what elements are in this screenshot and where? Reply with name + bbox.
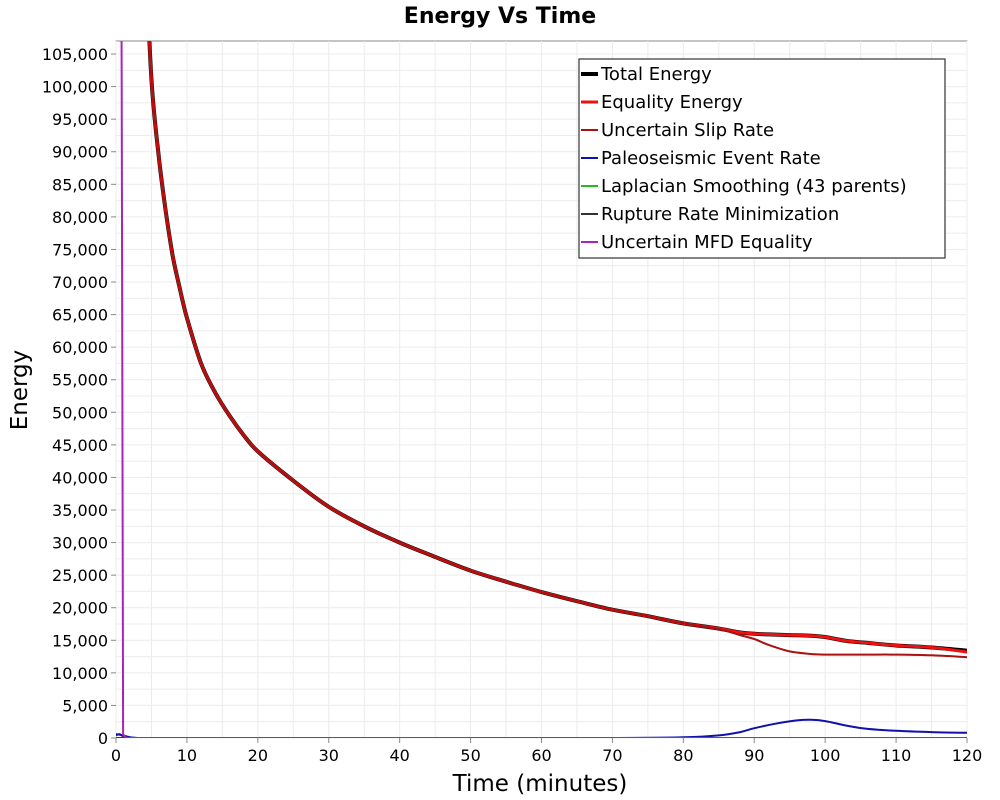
legend-label: Laplacian Smoothing (43 parents) (601, 176, 907, 197)
x-tick-label: 60 (531, 746, 551, 765)
chart-title: Energy Vs Time (404, 4, 596, 29)
legend-label: Total Energy (600, 64, 712, 85)
y-tick-label: 75,000 (52, 240, 108, 259)
x-tick-label: 120 (952, 746, 983, 765)
y-tick-label: 0 (98, 729, 108, 748)
y-tick-label: 45,000 (52, 436, 108, 455)
legend-item: Laplacian Smoothing (43 parents) (581, 176, 907, 197)
y-tick-label: 55,000 (52, 371, 108, 390)
legend-item: Paleoseismic Event Rate (581, 148, 821, 169)
legend-label: Rupture Rate Minimization (601, 204, 839, 225)
y-tick-label: 95,000 (52, 110, 108, 129)
y-tick-label: 25,000 (52, 566, 108, 585)
x-tick-label: 20 (248, 746, 268, 765)
legend-item: Rupture Rate Minimization (581, 204, 839, 225)
y-tick-label: 100,000 (42, 78, 108, 97)
series-line-paleoseismic-event-rate (116, 718, 967, 738)
x-tick-label: 90 (744, 746, 764, 765)
y-tick-label: 20,000 (52, 599, 108, 618)
legend-box (578, 58, 946, 259)
y-tick-label: 60,000 (52, 338, 108, 357)
legend-label: Paleoseismic Event Rate (601, 148, 821, 169)
y-tick-label: 50,000 (52, 403, 108, 422)
legend-label: Uncertain Slip Rate (601, 120, 774, 141)
y-tick-label: 5,000 (62, 696, 108, 715)
y-tick-label: 90,000 (52, 143, 108, 162)
legend-item: Total Energy (581, 64, 712, 85)
x-tick-label: 40 (389, 746, 409, 765)
series-line-uncertain-mfd-equality (120, 41, 967, 738)
x-tick-label: 10 (177, 746, 197, 765)
y-tick-label: 10,000 (52, 664, 108, 683)
x-axis-label: Time (minutes) (452, 771, 628, 797)
legend-item: Equality Energy (581, 92, 743, 113)
x-tick-label: 110 (881, 746, 912, 765)
legend: Total Energy Equality Energy Uncertain Sli… (578, 58, 946, 259)
series-layer (116, 41, 967, 738)
legend-item: Uncertain Slip Rate (581, 120, 774, 141)
legend-label: Equality Energy (601, 92, 743, 113)
y-axis-ticks: 0 5,000 10,000 15,000 20,000 25,000 30,000 35,0… (42, 45, 116, 748)
legend-item: Uncertain MFD Equality (581, 232, 813, 253)
y-tick-label: 30,000 (52, 534, 108, 553)
y-tick-label: 80,000 (52, 208, 108, 227)
y-tick-label: 35,000 (52, 501, 108, 520)
y-tick-label: 85,000 (52, 175, 108, 194)
x-axis-ticks: 0 10 20 30 40 50 60 70 80 90 100 110 120 (111, 738, 982, 765)
x-tick-label: 80 (673, 746, 693, 765)
y-tick-label: 15,000 (52, 631, 108, 650)
x-tick-label: 0 (111, 746, 121, 765)
x-tick-label: 100 (810, 746, 841, 765)
y-tick-label: 70,000 (52, 273, 108, 292)
y-axis-label: Energy (7, 350, 33, 431)
series-line-uncertain-slip-rate (148, 41, 967, 659)
x-tick-label: 70 (602, 746, 622, 765)
y-tick-label: 65,000 (52, 306, 108, 325)
legend-label: Uncertain MFD Equality (601, 232, 813, 253)
x-tick-label: 50 (460, 746, 480, 765)
x-tick-label: 30 (319, 746, 339, 765)
y-tick-label: 105,000 (42, 45, 108, 64)
y-tick-label: 40,000 (52, 468, 108, 487)
